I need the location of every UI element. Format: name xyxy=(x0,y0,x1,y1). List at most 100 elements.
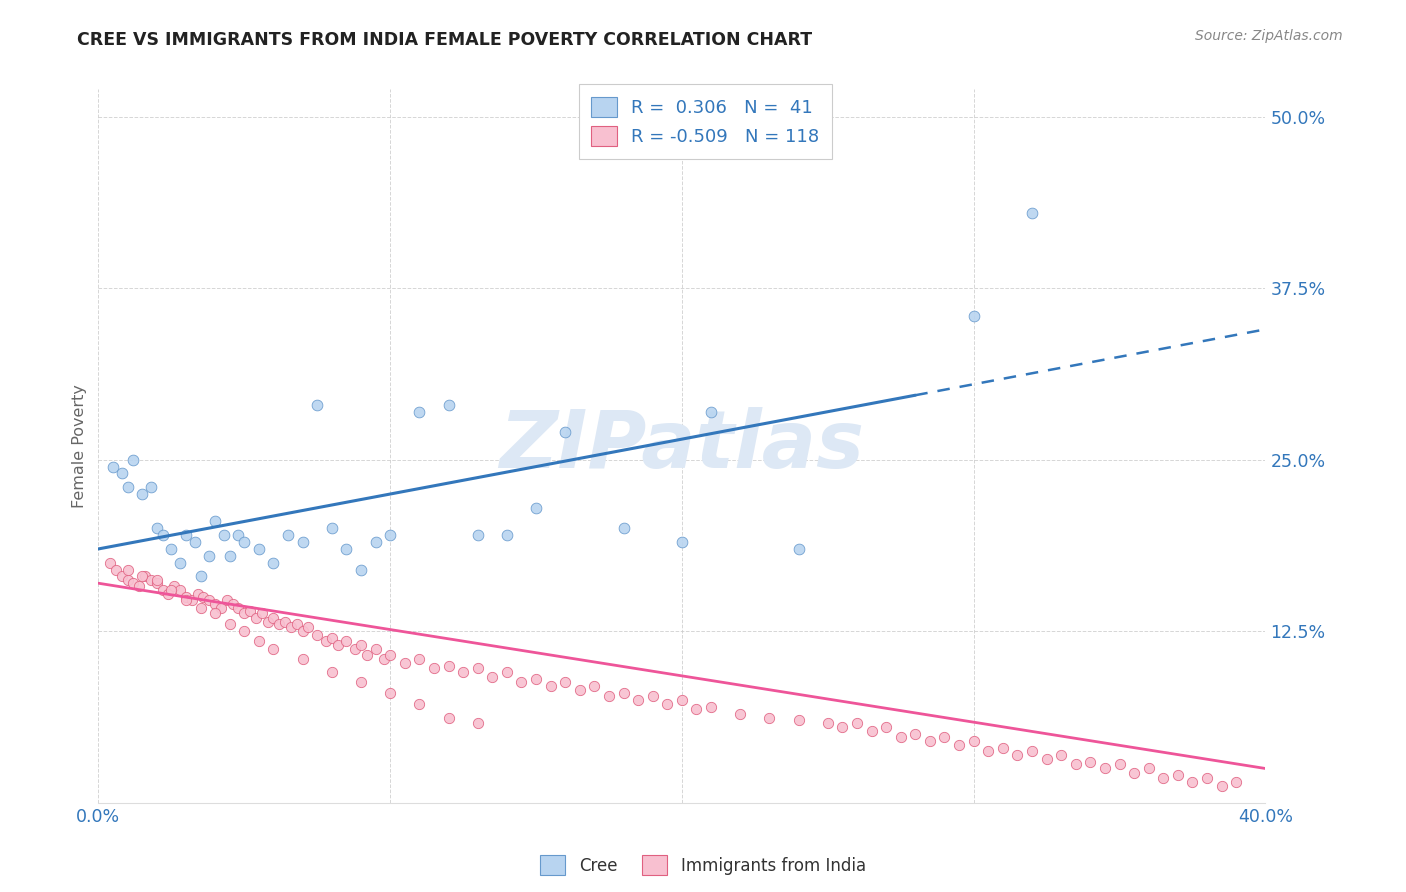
Text: CREE VS IMMIGRANTS FROM INDIA FEMALE POVERTY CORRELATION CHART: CREE VS IMMIGRANTS FROM INDIA FEMALE POV… xyxy=(77,31,813,49)
Point xyxy=(111,467,134,481)
Point xyxy=(890,730,912,744)
Point xyxy=(160,583,183,598)
Point xyxy=(315,633,337,648)
Point xyxy=(291,535,314,549)
Point xyxy=(831,720,853,734)
Point xyxy=(524,500,547,515)
Point xyxy=(204,607,226,621)
Point xyxy=(146,574,169,588)
Point xyxy=(218,549,240,563)
Point xyxy=(356,648,378,662)
Point xyxy=(1195,771,1218,785)
Point xyxy=(1064,757,1087,772)
Point xyxy=(269,617,291,632)
Point xyxy=(233,624,256,639)
Point xyxy=(671,535,693,549)
Point xyxy=(297,620,319,634)
Point xyxy=(730,706,752,721)
Point xyxy=(1123,765,1146,780)
Point xyxy=(364,642,387,657)
Point xyxy=(146,576,169,591)
Point xyxy=(321,631,343,645)
Point xyxy=(481,669,503,683)
Point xyxy=(408,651,430,665)
Point xyxy=(685,702,707,716)
Point xyxy=(1007,747,1029,762)
Point xyxy=(250,607,273,621)
Text: Source: ZipAtlas.com: Source: ZipAtlas.com xyxy=(1195,29,1343,43)
Point xyxy=(262,556,284,570)
Point xyxy=(962,309,984,323)
Point xyxy=(510,675,533,690)
Point xyxy=(122,452,145,467)
Point xyxy=(904,727,927,741)
Point xyxy=(228,601,250,615)
Point xyxy=(169,556,191,570)
Point xyxy=(128,579,150,593)
Point xyxy=(321,521,343,535)
Point xyxy=(122,576,145,591)
Point xyxy=(285,617,308,632)
Point xyxy=(1108,757,1130,772)
Point xyxy=(350,675,373,690)
Point xyxy=(152,528,174,542)
Point xyxy=(291,624,314,639)
Point xyxy=(657,697,679,711)
Point xyxy=(700,699,723,714)
Point xyxy=(247,541,270,556)
Point xyxy=(373,651,395,665)
Point xyxy=(860,724,883,739)
Point xyxy=(204,597,226,611)
Point xyxy=(540,679,562,693)
Point xyxy=(146,521,169,535)
Point xyxy=(256,615,278,629)
Point xyxy=(277,528,299,542)
Point xyxy=(394,656,416,670)
Point xyxy=(918,734,941,748)
Point xyxy=(291,651,314,665)
Point xyxy=(1094,762,1116,776)
Point xyxy=(991,740,1014,755)
Point xyxy=(262,642,284,657)
Point xyxy=(598,689,620,703)
Point xyxy=(190,601,212,615)
Point xyxy=(846,716,869,731)
Point xyxy=(187,587,209,601)
Point xyxy=(104,562,127,576)
Legend: Cree, Immigrants from India: Cree, Immigrants from India xyxy=(531,847,875,884)
Point xyxy=(524,673,547,687)
Point xyxy=(307,628,329,642)
Point xyxy=(787,714,810,728)
Point xyxy=(1181,775,1204,789)
Point xyxy=(101,459,124,474)
Point xyxy=(183,535,205,549)
Point xyxy=(174,590,197,604)
Point xyxy=(344,642,367,657)
Y-axis label: Female Poverty: Female Poverty xyxy=(72,384,87,508)
Point xyxy=(1225,775,1247,789)
Point xyxy=(467,661,489,675)
Point xyxy=(1080,755,1102,769)
Point xyxy=(157,587,180,601)
Point xyxy=(1021,205,1043,219)
Point xyxy=(977,744,1000,758)
Point xyxy=(239,604,262,618)
Point xyxy=(1035,752,1057,766)
Point xyxy=(496,665,519,680)
Point xyxy=(215,592,238,607)
Point xyxy=(134,569,156,583)
Legend: R =  0.306   N =  41, R = -0.509   N = 118: R = 0.306 N = 41, R = -0.509 N = 118 xyxy=(579,84,832,159)
Point xyxy=(583,679,606,693)
Point xyxy=(262,610,284,624)
Text: ZIPatlas: ZIPatlas xyxy=(499,407,865,485)
Point xyxy=(350,638,373,652)
Point xyxy=(247,633,270,648)
Point xyxy=(1021,744,1043,758)
Point xyxy=(437,658,460,673)
Point xyxy=(612,521,634,535)
Point xyxy=(152,583,174,598)
Point xyxy=(335,541,357,556)
Point xyxy=(117,574,139,588)
Point xyxy=(948,738,970,752)
Point xyxy=(364,535,387,549)
